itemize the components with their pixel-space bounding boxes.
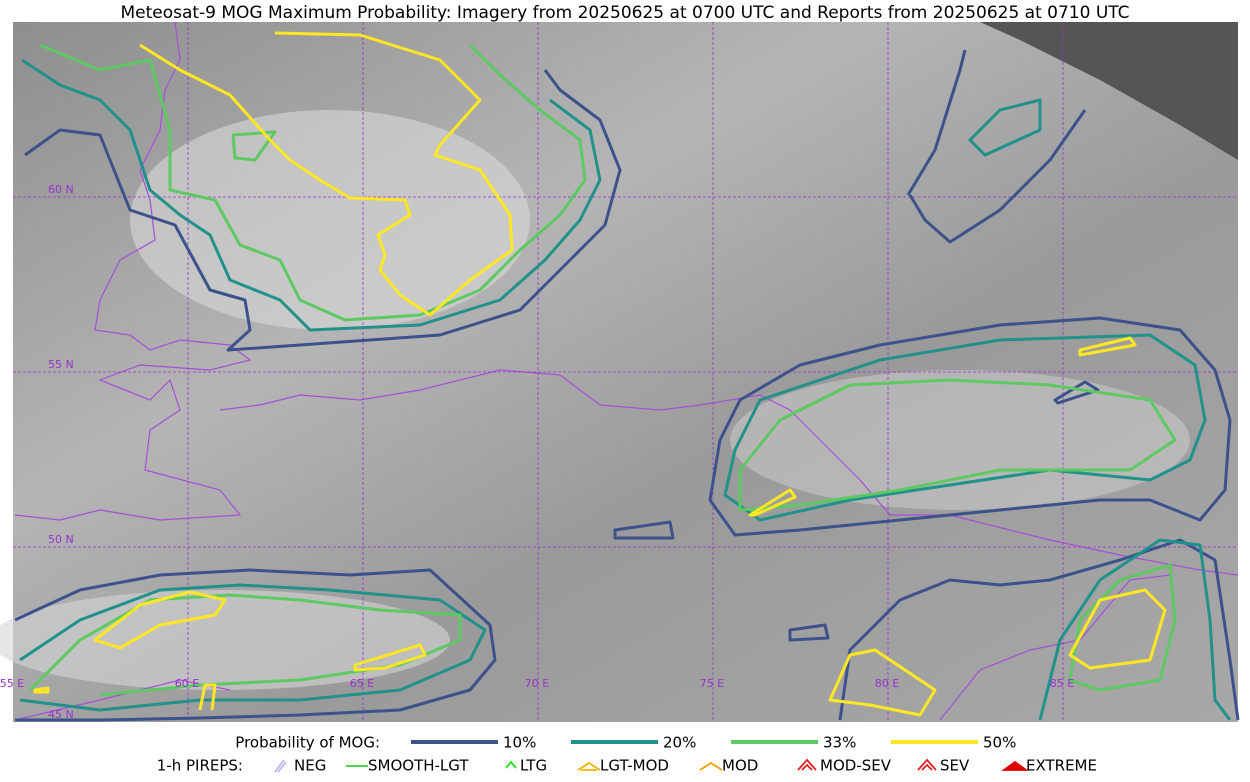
legend-item: NEG	[294, 757, 326, 775]
no-data	[980, 22, 1238, 160]
legend-item: 20%	[663, 734, 696, 752]
latitude-label: 60 N	[48, 183, 74, 196]
probability-contour	[14, 568, 497, 722]
probability-contour	[93, 590, 227, 650]
longitude-label: 70 E	[525, 677, 549, 690]
probability-contour	[21, 58, 602, 332]
probability-contour	[968, 98, 1042, 157]
map: 60 N 55 N 50 N 45 N 55 E 60 E 65 E 70 E 75 E 80 E…	[0, 21, 1240, 722]
longitude-label: 80 E	[875, 677, 899, 690]
pirep-symbol	[797, 758, 817, 771]
legend-label: Probability of MOG:	[235, 734, 380, 752]
probability-contour	[1038, 538, 1232, 721]
legend-item: MOD-SEV	[820, 757, 892, 775]
probability-contour	[24, 69, 622, 352]
legend-item: LGT-MOD	[600, 757, 669, 775]
legend-item: EXTREME	[1026, 757, 1097, 775]
pirep-symbol	[1001, 760, 1029, 771]
latitude-label: 45 N	[48, 708, 74, 721]
probability-contour	[1068, 563, 1177, 692]
pirep-symbol	[699, 761, 723, 771]
longitude-label: 85 E	[1050, 677, 1074, 690]
cloud	[130, 110, 530, 330]
legend-item: SMOOTH-LGT	[368, 757, 469, 775]
legend-item: MOD	[722, 757, 758, 775]
probability-contour	[33, 683, 217, 711]
legend-label: 1-h PIREPS:	[157, 757, 243, 775]
cloud	[730, 370, 1190, 510]
legend: Probability of MOG: 10% 20% 33% 50% 1-h PIREP…	[157, 734, 1097, 775]
graticule	[13, 22, 1238, 722]
probability-contour	[828, 648, 937, 717]
probability-contour	[19, 583, 487, 712]
latitude-label: 55 N	[48, 358, 74, 371]
probability-contour	[738, 378, 1177, 512]
longitude-label: 60 E	[175, 677, 199, 690]
probability-contour	[748, 488, 797, 517]
probability-contour	[1078, 336, 1137, 357]
cloud	[0, 590, 450, 690]
pirep-symbol	[274, 759, 287, 773]
pirep-symbol	[505, 760, 517, 769]
probability-contour	[1068, 588, 1167, 670]
probability-contour	[723, 333, 1207, 522]
legend-item: SEV	[940, 757, 970, 775]
probability-contour	[39, 43, 587, 322]
pirep-symbol	[577, 761, 601, 771]
probability-contour	[353, 643, 427, 672]
probability-contour	[139, 31, 514, 317]
legend-item: 50%	[983, 734, 1016, 752]
contours	[14, 31, 1240, 722]
latitude-label: 50 N	[48, 533, 74, 546]
legend-item: 33%	[823, 734, 856, 752]
legend-item: 10%	[503, 734, 536, 752]
probability-contour	[906, 49, 1087, 244]
pirep-symbol	[917, 758, 937, 771]
coordinate-labels: 60 N 55 N 50 N 45 N 55 E 60 E 65 E 70 E 75 E 80 E…	[0, 183, 1074, 721]
longitude-label: 75 E	[700, 677, 724, 690]
title: Meteosat-9 MOG Maximum Probability: Imag…	[120, 3, 1129, 23]
probability-contour	[231, 130, 277, 162]
probability-contour	[708, 316, 1232, 537]
probability-contour	[838, 538, 1240, 721]
legend-item: LTG	[520, 757, 547, 775]
longitude-label: 55 E	[0, 677, 24, 690]
longitude-label: 65 E	[350, 677, 374, 690]
